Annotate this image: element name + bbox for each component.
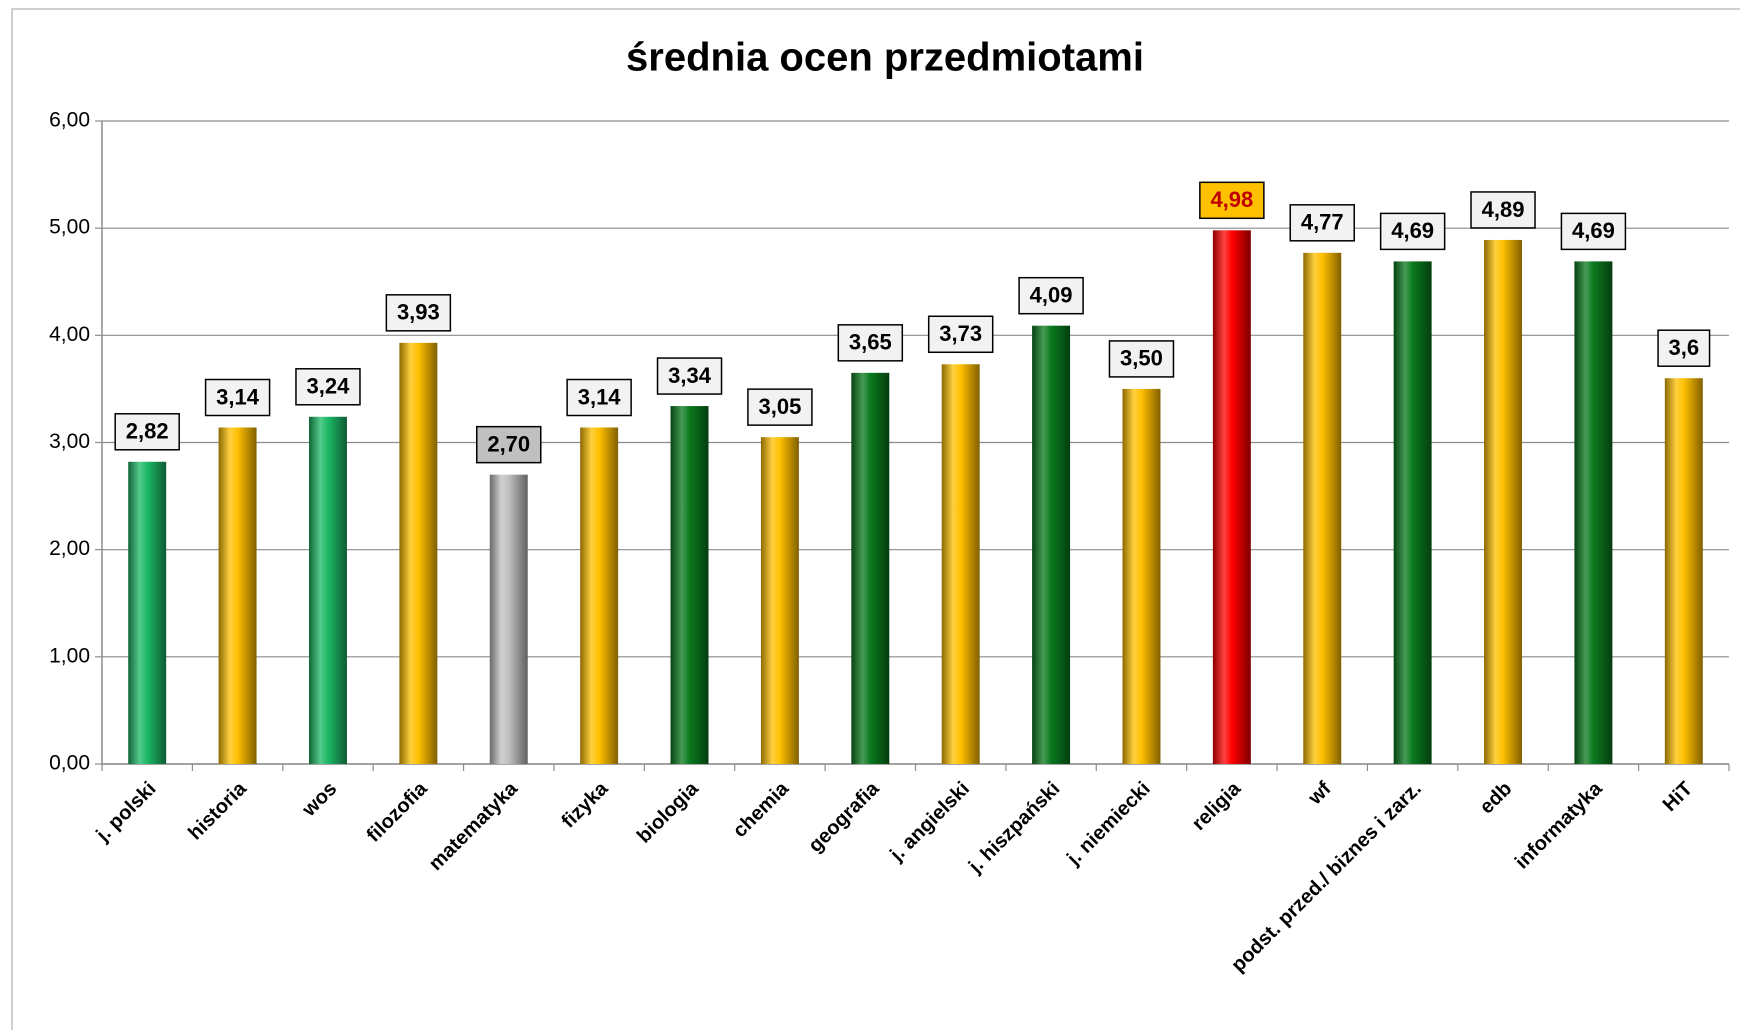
value-label: 2,70 xyxy=(487,431,530,456)
value-label-box xyxy=(295,368,361,406)
chart-title: średnia ocen przedmiotami xyxy=(626,36,1144,80)
bar xyxy=(941,364,980,764)
value-label-box xyxy=(566,378,632,417)
bar xyxy=(218,427,257,764)
y-tick-label: 0,00 xyxy=(49,752,90,775)
value-label: 4,98 xyxy=(1210,187,1253,212)
value-label-box xyxy=(476,425,542,464)
value-label: 3,50 xyxy=(1120,346,1163,371)
bar xyxy=(1574,261,1613,764)
value-label-box xyxy=(1657,329,1711,367)
bar xyxy=(399,342,438,764)
bar xyxy=(760,437,799,764)
value-label-box xyxy=(1289,204,1355,242)
y-tick-label: 4,00 xyxy=(49,323,90,346)
value-label-box xyxy=(1470,191,1536,229)
value-label: 3,93 xyxy=(397,300,440,325)
value-label: 4,69 xyxy=(1391,218,1434,243)
value-label-box xyxy=(837,324,904,362)
value-label: 4,09 xyxy=(1030,283,1073,308)
bar xyxy=(308,416,347,764)
bar xyxy=(1212,230,1251,764)
y-tick-label: 2,00 xyxy=(49,537,90,560)
y-tick-label: 1,00 xyxy=(49,644,90,667)
value-label: 3,05 xyxy=(759,394,802,419)
bar xyxy=(580,427,619,764)
bar xyxy=(670,406,709,764)
value-label: 3,14 xyxy=(216,384,260,409)
value-label: 2,82 xyxy=(126,419,169,444)
value-label-box xyxy=(204,378,271,417)
value-label: 3,73 xyxy=(939,321,982,346)
value-label-box xyxy=(1108,340,1175,378)
value-label: 3,6 xyxy=(1669,335,1700,360)
bar xyxy=(1393,261,1432,764)
y-tick-label: 3,00 xyxy=(49,430,90,453)
bar xyxy=(1484,239,1523,764)
value-label-box xyxy=(1199,181,1265,220)
value-label-box xyxy=(385,294,452,332)
bar xyxy=(128,461,167,764)
bar xyxy=(1122,388,1161,764)
value-label-box xyxy=(747,388,813,426)
bar xyxy=(1664,378,1703,764)
bar xyxy=(489,474,528,764)
value-label: 3,34 xyxy=(668,363,712,388)
value-label-box xyxy=(1379,212,1446,251)
y-tick-label: 5,00 xyxy=(49,216,90,239)
value-label-box xyxy=(927,315,994,354)
value-label: 4,77 xyxy=(1301,210,1344,235)
bar xyxy=(1303,252,1342,764)
value-label: 4,69 xyxy=(1572,218,1615,243)
value-label-box xyxy=(1560,212,1627,251)
value-label: 3,24 xyxy=(307,374,351,399)
value-label-box xyxy=(656,357,723,395)
bar xyxy=(851,372,890,764)
value-label: 3,65 xyxy=(849,330,892,355)
y-tick-label: 6,00 xyxy=(49,109,90,132)
bar xyxy=(1032,325,1071,764)
value-label: 3,14 xyxy=(578,384,622,409)
value-label-box xyxy=(1018,276,1084,315)
value-label: 4,89 xyxy=(1482,197,1525,222)
value-label-box xyxy=(114,413,180,451)
